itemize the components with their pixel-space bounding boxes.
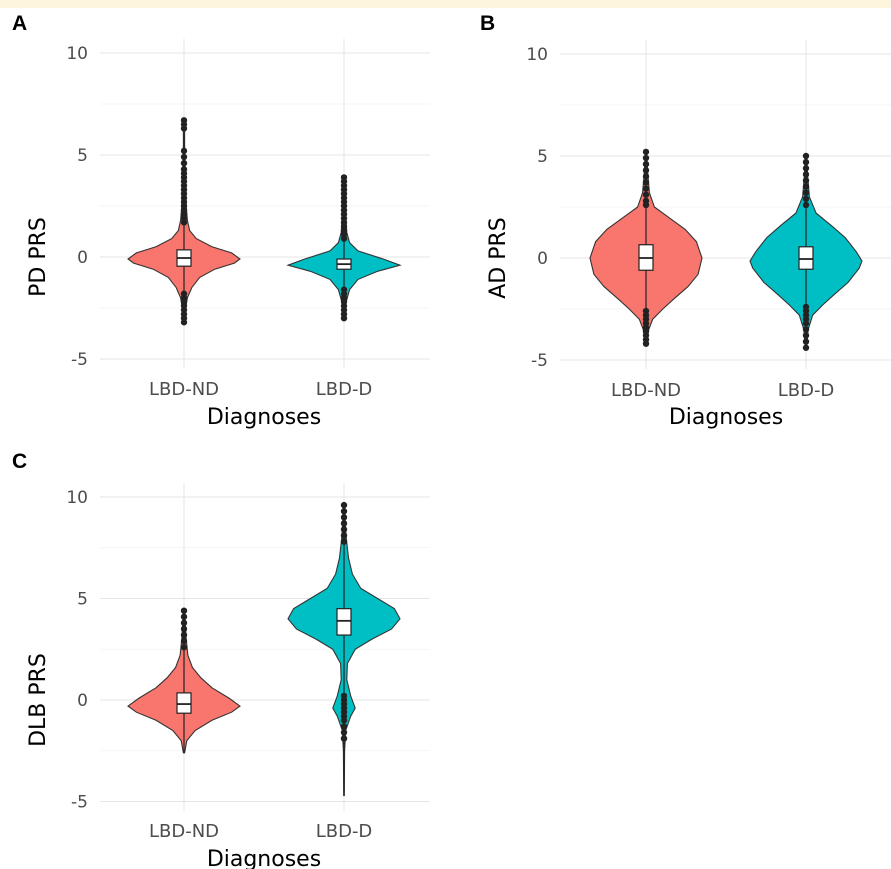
outlier-point <box>340 532 348 539</box>
outlier-point <box>180 607 188 614</box>
boxplot-box <box>336 608 352 636</box>
outlier-point <box>340 735 348 742</box>
outlier-point <box>642 173 650 180</box>
outlier-point <box>180 625 188 633</box>
outlier-point <box>340 717 348 724</box>
outlier-point <box>642 148 650 156</box>
y-tick-label: 10 <box>66 488 88 508</box>
x-tick-label: LBD-D <box>316 821 373 842</box>
outlier-point <box>340 235 348 242</box>
y-axis-title: PD PRS <box>26 217 51 297</box>
outlier-point <box>802 171 810 178</box>
y-tick-label: -5 <box>71 793 88 813</box>
outlier-point <box>642 167 650 174</box>
y-axis-title: AD PRS <box>486 217 511 299</box>
outlier-point <box>180 153 188 161</box>
panel-letter: A <box>12 12 27 35</box>
outlier-point <box>180 644 188 651</box>
outlier-point <box>802 320 810 327</box>
y-tick-label: 10 <box>66 44 88 64</box>
outlier-point <box>802 165 810 172</box>
outlier-point <box>340 514 348 521</box>
outlier-point <box>642 160 650 168</box>
outlier-point <box>642 191 650 198</box>
outlier-point <box>180 125 188 132</box>
outlier-point <box>180 613 188 620</box>
outlier-point <box>340 538 348 545</box>
outlier-point <box>180 147 188 155</box>
y-tick-label: -5 <box>531 351 548 371</box>
outlier-point <box>802 152 810 160</box>
panel-letter: C <box>12 450 27 473</box>
y-tick-label: 5 <box>537 147 548 167</box>
outlier-point <box>340 520 348 527</box>
outlier-point <box>802 344 810 351</box>
outlier-point <box>180 637 188 645</box>
y-tick-label: 5 <box>77 590 88 610</box>
outlier-point <box>642 340 650 347</box>
x-axis-title: Diagnoses <box>207 405 321 430</box>
panel-B: -5 0 5 10 LBD-ND LBD-D Diagnoses AD PRS B <box>480 12 891 430</box>
outlier-point <box>802 177 810 184</box>
outlier-point <box>340 729 348 736</box>
outlier-point <box>642 179 650 186</box>
x-tick-label: LBD-ND <box>611 380 681 401</box>
outlier-point <box>802 183 810 190</box>
top-strip <box>0 0 891 8</box>
panel-letter: B <box>480 12 495 35</box>
outlier-point <box>802 332 810 339</box>
x-axis-title: Diagnoses <box>207 847 321 869</box>
outlier-point <box>180 319 188 326</box>
outlier-point <box>642 154 650 162</box>
outlier-point <box>802 201 810 209</box>
y-tick-label: 10 <box>526 45 548 65</box>
outlier-point <box>802 326 810 333</box>
y-tick-label: 0 <box>77 691 88 711</box>
x-tick-label: LBD-ND <box>149 379 219 400</box>
y-axis-title: DLB PRS <box>26 653 51 747</box>
outlier-point <box>340 526 348 533</box>
outlier-point <box>180 219 188 226</box>
outlier-point <box>642 185 650 192</box>
x-axis-title: Diagnoses <box>669 405 783 430</box>
outlier-point <box>802 158 810 166</box>
panel-A: -5 0 5 10 LBD-ND LBD-D Diagnoses PD PRS A <box>12 12 430 430</box>
outlier-point <box>802 195 810 203</box>
boxplot-box <box>176 692 192 714</box>
outlier-point <box>340 723 348 730</box>
y-tick-label: -5 <box>71 350 88 370</box>
outlier-point <box>180 159 188 167</box>
boxplot-box <box>798 246 814 270</box>
outlier-point <box>340 508 348 515</box>
outlier-point <box>642 201 650 209</box>
outlier-point <box>802 189 810 196</box>
outlier-point <box>180 631 188 639</box>
y-tick-label: 0 <box>77 248 88 268</box>
outlier-point <box>802 338 810 345</box>
y-tick-label: 0 <box>537 249 548 269</box>
panel-C: -5 0 5 10 LBD-ND LBD-D Diagnoses DLB PRS C <box>12 450 430 869</box>
x-tick-label: LBD-D <box>316 379 373 400</box>
x-tick-label: LBD-ND <box>149 821 219 842</box>
y-tick-label: 5 <box>77 146 88 166</box>
x-tick-label: LBD-D <box>778 380 835 401</box>
outlier-point <box>180 619 188 627</box>
outlier-point <box>340 315 348 322</box>
outlier-point <box>340 501 348 509</box>
